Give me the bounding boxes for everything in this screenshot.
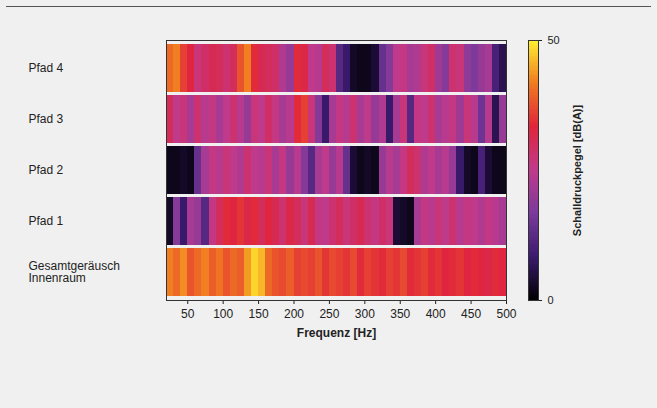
svg-text:0: 0 <box>548 294 554 306</box>
svg-text:Frequenz [Hz]: Frequenz [Hz] <box>297 326 376 340</box>
svg-text:250: 250 <box>319 307 339 321</box>
svg-text:Pfad 2: Pfad 2 <box>29 163 64 177</box>
svg-text:50: 50 <box>548 34 560 46</box>
svg-text:350: 350 <box>390 307 410 321</box>
svg-text:450: 450 <box>461 307 481 321</box>
svg-text:Pfad 4: Pfad 4 <box>29 61 64 75</box>
svg-text:100: 100 <box>213 307 233 321</box>
svg-text:400: 400 <box>426 307 446 321</box>
svg-text:300: 300 <box>355 307 375 321</box>
svg-text:Pfad 1: Pfad 1 <box>29 214 64 228</box>
svg-text:150: 150 <box>249 307 269 321</box>
svg-text:500: 500 <box>496 307 516 321</box>
svg-text:50: 50 <box>181 307 195 321</box>
svg-text:Pfad 3: Pfad 3 <box>29 112 64 126</box>
svg-text:Schalldruckpegel [dB(A)]: Schalldruckpegel [dB(A)] <box>571 104 583 236</box>
svg-text:200: 200 <box>284 307 304 321</box>
svg-text:GesamtgeräuschInnenraum: GesamtgeräuschInnenraum <box>29 259 120 285</box>
